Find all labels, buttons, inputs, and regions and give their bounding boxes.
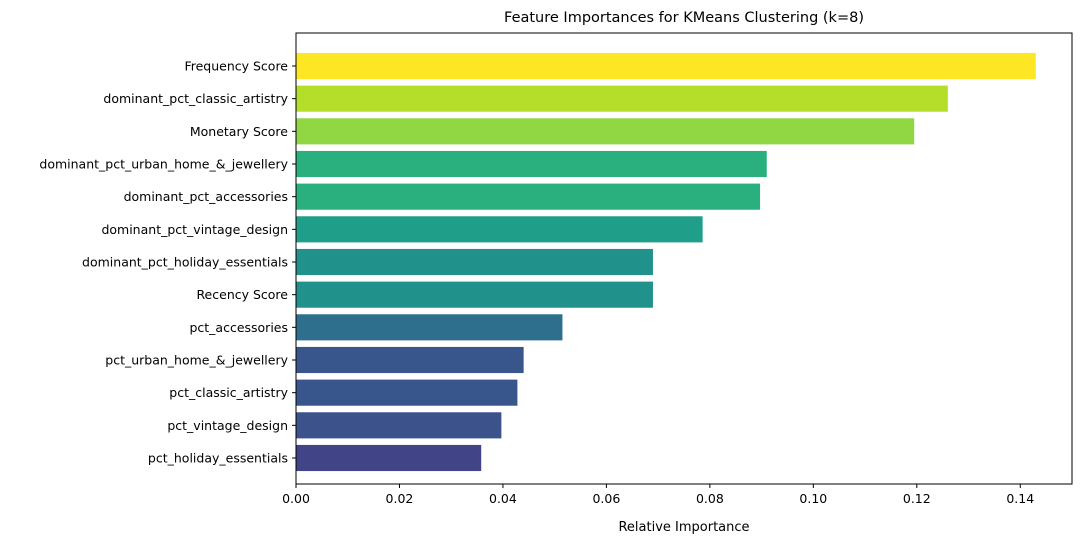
bar — [296, 85, 948, 112]
y-tick-label: dominant_pct_vintage_design — [101, 222, 288, 237]
y-tick-label: pct_urban_home_&_jewellery — [105, 353, 288, 368]
bar — [296, 281, 653, 308]
x-tick-label: 0.06 — [592, 491, 620, 506]
x-tick-label: 0.10 — [799, 491, 827, 506]
chart-title: Feature Importances for KMeans Clusterin… — [504, 10, 864, 26]
y-tick-label: Frequency Score — [184, 59, 288, 74]
y-tick-label: Monetary Score — [190, 124, 288, 139]
bar — [296, 248, 653, 276]
y-tick-label: dominant_pct_accessories — [124, 189, 288, 204]
y-tick-label: pct_holiday_essentials — [148, 451, 288, 466]
y-axis-ticks: Frequency Score dominant_pct_classic_arti… — [39, 59, 296, 466]
y-tick-label: dominant_pct_classic_artistry — [103, 91, 288, 106]
x-tick-label: 0.02 — [386, 491, 414, 506]
x-tick-label: 0.14 — [1006, 491, 1034, 506]
bar — [296, 412, 502, 439]
x-axis-label: Relative Importance — [618, 520, 749, 535]
y-tick-label: pct_classic_artistry — [169, 385, 288, 400]
y-tick-label: pct_accessories — [189, 320, 288, 335]
bar — [296, 52, 1036, 80]
bar — [296, 216, 703, 243]
bar — [296, 314, 563, 341]
x-tick-label: 0.04 — [489, 491, 517, 506]
bar — [296, 118, 915, 145]
y-tick-label: Recency Score — [196, 287, 288, 302]
bar — [296, 183, 761, 210]
bar — [296, 444, 482, 472]
bar — [296, 150, 767, 178]
plot-frame — [295, 32, 1073, 485]
y-tick-label: dominant_pct_holiday_essentials — [82, 255, 288, 270]
y-tick-label: dominant_pct_urban_home_&_jewellery — [39, 157, 288, 172]
x-tick-label: 0.12 — [903, 491, 931, 506]
bar — [296, 346, 524, 374]
bars-group — [296, 52, 1036, 472]
x-tick-label: 0.08 — [696, 491, 724, 506]
bar — [296, 379, 518, 406]
y-tick-label: pct_vintage_design — [167, 418, 288, 433]
x-tick-label: 0.00 — [282, 491, 310, 506]
x-axis-ticks: 0.00 0.02 0.04 0.06 0.08 0.10 0.12 0.14 — [282, 484, 1034, 506]
